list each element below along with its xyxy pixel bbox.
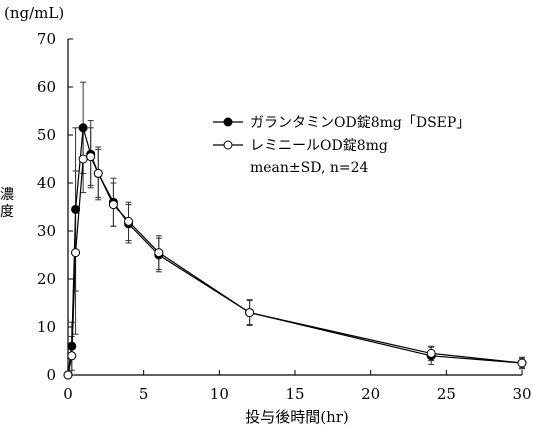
- series-line-1: [67, 155, 523, 376]
- point-open-9: [245, 308, 255, 318]
- point-filled-3: [78, 123, 88, 133]
- x-tick-label: 15: [285, 385, 304, 403]
- point-open-8: [154, 248, 164, 258]
- series-lines: [67, 127, 523, 376]
- y-tick-label: 30: [37, 222, 56, 240]
- axes: 0 10 20 30 40 50 60 70 0 5 10 15 20 25 30: [37, 30, 532, 403]
- x-tick-label: 0: [63, 385, 73, 403]
- point-open-5: [93, 168, 103, 178]
- legend-note: mean±SD, n=24: [250, 160, 369, 176]
- point-open-1: [67, 351, 77, 361]
- unit-label: (ng/mL): [4, 4, 64, 22]
- point-open-10: [426, 348, 436, 358]
- x-tick-label: 25: [437, 385, 456, 403]
- x-tick-label: 20: [361, 385, 380, 403]
- y-tick-label: 20: [37, 270, 56, 288]
- y-tick-label: 0: [46, 366, 56, 384]
- point-open-7: [124, 216, 134, 226]
- point-open-4: [86, 152, 96, 162]
- point-filled-2: [71, 204, 81, 214]
- legend-label-reminyl: レミニールOD錠8mg: [250, 138, 388, 154]
- point-open-11: [517, 358, 527, 368]
- y-axis-label: 濃度: [0, 187, 14, 220]
- x-axis-label: 投与後時間(hr): [245, 408, 349, 426]
- x-tick-label: 10: [210, 385, 229, 403]
- point-open-0: [63, 370, 73, 380]
- x-tick-label: 30: [512, 385, 531, 403]
- legend-marker-reminyl: [223, 140, 233, 150]
- legend-label-galantamine: ガランタミンOD錠8mg「DSEP」: [250, 115, 470, 131]
- point-open-3: [78, 154, 88, 164]
- y-tick-label: 10: [37, 318, 56, 336]
- legend: ガランタミンOD錠8mg「DSEP」 レミニールOD錠8mg mean±SD, …: [213, 115, 470, 176]
- data-points: [63, 123, 527, 380]
- point-filled-1: [67, 341, 77, 351]
- y-tick-label: 40: [37, 174, 56, 192]
- y-tick-label: 60: [37, 78, 56, 96]
- point-open-2: [71, 248, 81, 258]
- x-tick-label: 5: [139, 385, 149, 403]
- legend-marker-galantamine: [223, 117, 233, 127]
- y-tick-label: 70: [37, 30, 56, 48]
- y-tick-label: 50: [37, 126, 56, 144]
- point-open-6: [108, 200, 118, 210]
